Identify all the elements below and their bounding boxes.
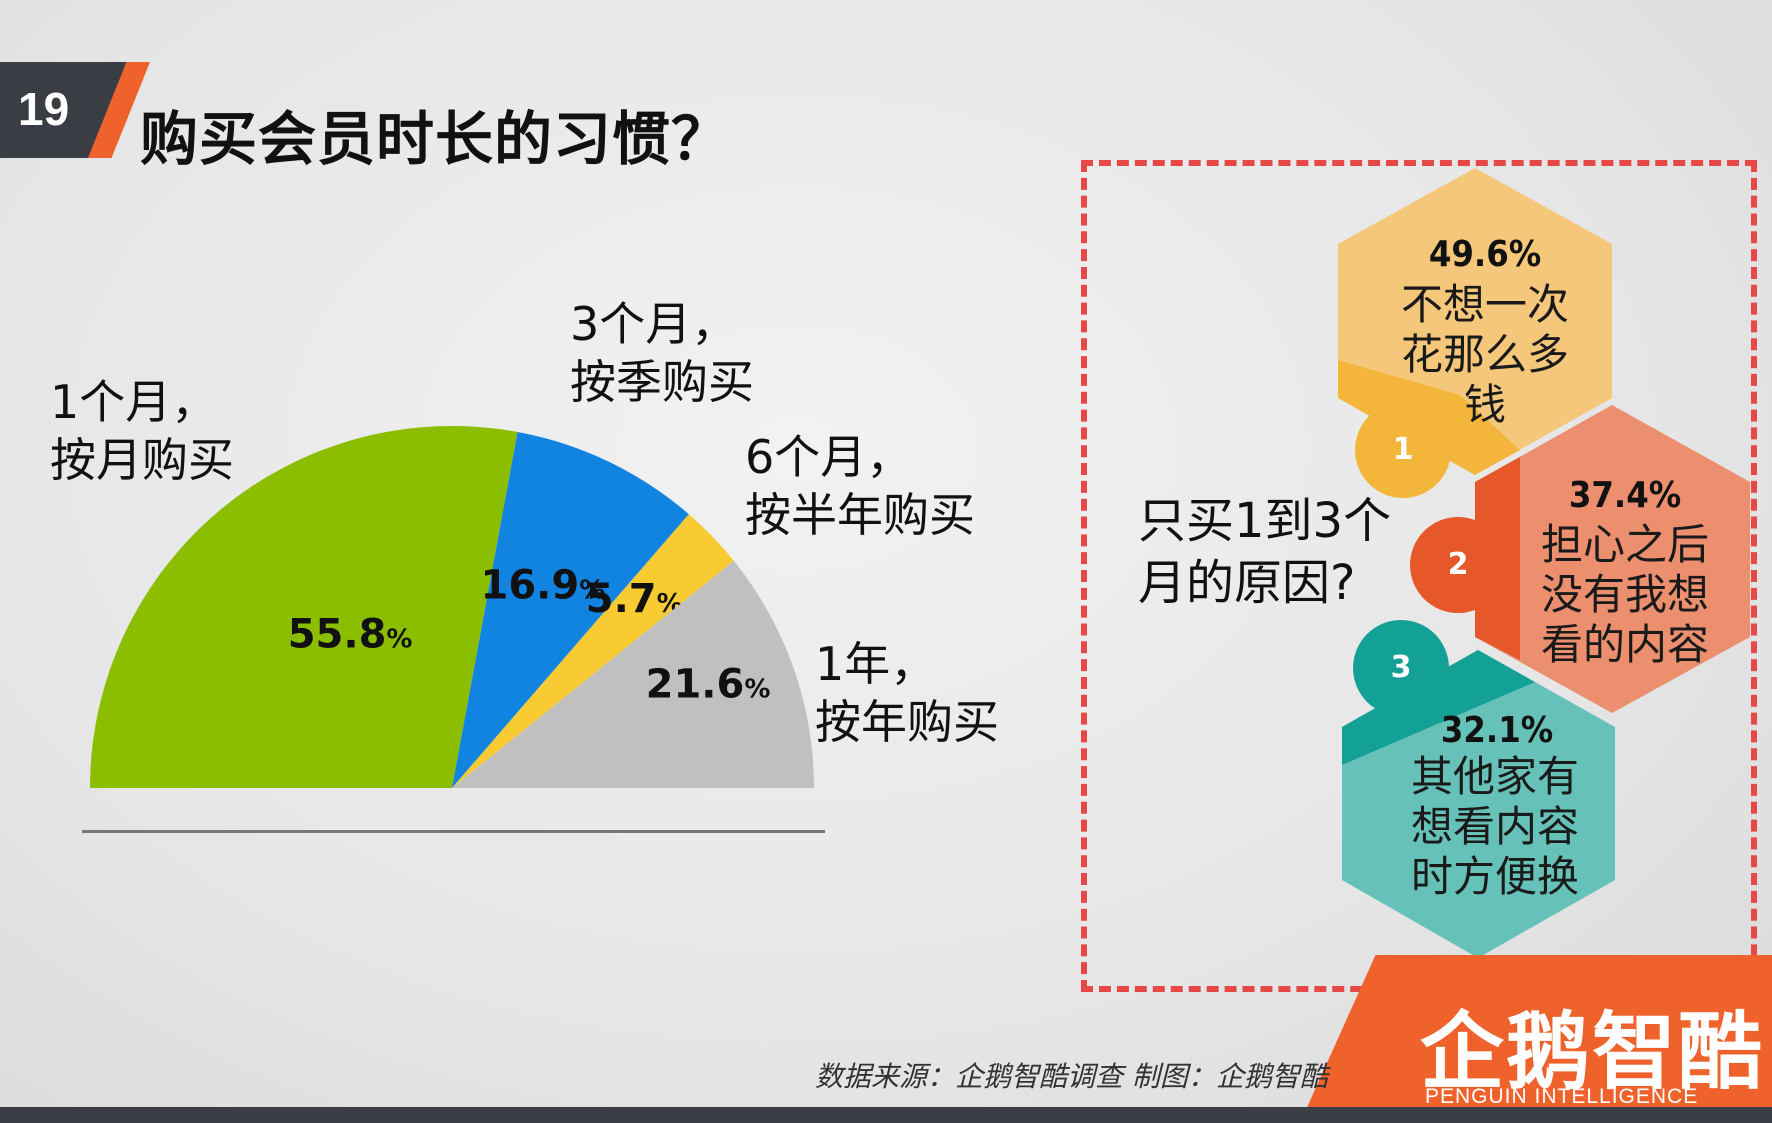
category-label-line: 3个月， — [570, 297, 738, 351]
pie-slice — [452, 514, 734, 788]
badge-number-3: 3 — [1390, 650, 1412, 685]
reason-2-text: 担心之后 没有我想 看的内容 — [1525, 520, 1725, 670]
reason-line: 其他家有 — [1410, 752, 1579, 801]
reason-line: 看的内容 — [1540, 620, 1709, 669]
reason-line: 时方便换 — [1410, 852, 1579, 901]
pie-slice — [452, 431, 689, 788]
category-label-line: 按月购买 — [50, 433, 234, 487]
chart-baseline — [82, 830, 825, 833]
question-line: 月的原因? — [1138, 555, 1356, 611]
brand-logo-panel — [1300, 955, 1772, 1123]
category-label-line: 1年， — [815, 637, 937, 691]
reason-line: 不想一次 — [1400, 280, 1569, 329]
reason-1-percentage: 49.6% — [1428, 234, 1542, 275]
category-label-line: 1个月， — [50, 375, 218, 429]
page-title: 购买会员时长的习惯？ — [140, 105, 731, 173]
reason-2-percentage: 37.4% — [1568, 475, 1682, 516]
reason-line: 想看内容 — [1410, 802, 1579, 851]
hexagon-reason-2 — [1475, 405, 1750, 713]
pie-data-label: 16.9% — [481, 563, 606, 609]
badge-number-1: 1 — [1392, 432, 1414, 467]
brand-logo: 企鹅智酷 — [1420, 1003, 1765, 1101]
category-label-line: 按年购买 — [815, 695, 999, 749]
reason-line: 没有我想 — [1540, 570, 1709, 619]
category-label-line: 按半年购买 — [745, 488, 975, 542]
reason-3-text: 其他家有 想看内容 时方便换 — [1395, 752, 1595, 902]
badge-circle-2 — [1410, 517, 1506, 613]
category-label-line: 6个月， — [745, 430, 913, 484]
reason-1-text: 不想一次 花那么多 钱 — [1385, 280, 1585, 430]
category-label-1year: 1年， 按年购买 — [815, 635, 999, 751]
category-label-line: 按季购买 — [570, 355, 754, 409]
hexagon-reason-3-band — [1342, 650, 1535, 765]
question-line: 只买1到3个 — [1138, 493, 1392, 549]
category-label-1month: 1个月， 按月购买 — [50, 373, 234, 489]
category-label-3month: 3个月， 按季购买 — [570, 295, 754, 411]
pie-data-label: 55.8% — [288, 611, 413, 657]
page-number: 19 — [18, 83, 70, 135]
data-source-note: 数据来源：企鹅智酷调查 制图：企鹅智酷 — [815, 1060, 1328, 1093]
reasons-question: 只买1到3个 月的原因? — [1138, 490, 1391, 614]
pie-chart: 55.8%16.9%5.7%21.6% — [90, 425, 814, 788]
brand-logo-subtitle: PENGUIN INTELLIGENCE — [1425, 1085, 1699, 1108]
reason-line: 钱 — [1463, 380, 1506, 429]
badge-circle-1 — [1355, 402, 1451, 498]
pie-slice — [90, 425, 518, 788]
pie-data-label: 21.6% — [646, 662, 771, 708]
reason-line: 花那么多 — [1400, 330, 1569, 379]
badge-circle-3 — [1353, 620, 1449, 716]
category-label-6month: 6个月， 按半年购买 — [745, 428, 975, 544]
reason-line: 担心之后 — [1540, 520, 1709, 569]
badge-number-2: 2 — [1447, 547, 1469, 582]
reason-3-percentage: 32.1% — [1440, 710, 1554, 751]
bottom-bar — [0, 1107, 1772, 1123]
pie-slice — [452, 560, 814, 788]
